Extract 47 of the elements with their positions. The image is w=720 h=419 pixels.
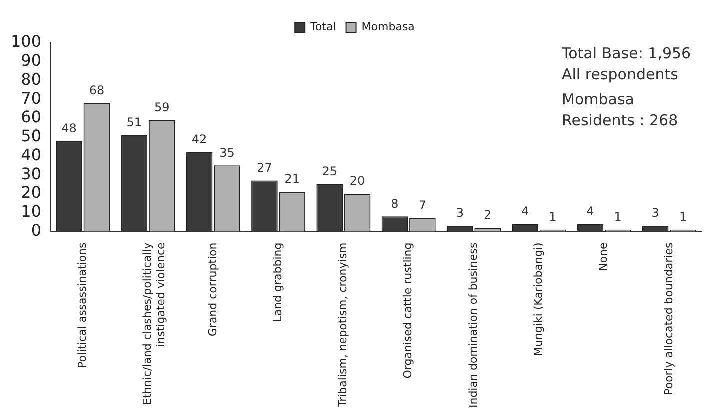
legend-label: Total	[310, 20, 336, 34]
y-tick-label: 10	[21, 202, 42, 222]
annotation: Total Base: 1,956	[561, 44, 692, 62]
data-label: 4	[586, 204, 594, 218]
data-label: 2	[484, 208, 492, 222]
y-tick-label: 80	[21, 70, 42, 89]
data-label: 1	[549, 210, 557, 224]
data-label: 27	[257, 160, 272, 175]
annotation: Mombasa	[562, 90, 634, 108]
data-label: 59	[154, 100, 170, 115]
y-tick-label: 50	[21, 126, 42, 146]
annotation: All respondents	[562, 65, 679, 84]
data-label: 4	[521, 204, 530, 218]
data-label: 1	[679, 210, 688, 224]
annotation: Residents : 268	[562, 111, 678, 130]
y-tick-label: 100	[10, 32, 42, 52]
data-label: 68	[89, 84, 105, 98]
data-label: 1	[614, 210, 622, 224]
data-label: 51	[126, 116, 142, 130]
data-label: 7	[418, 198, 427, 213]
y-tick-label: 90	[21, 51, 42, 70]
y-tick-label: 40	[21, 145, 42, 164]
x-tick-label: Mungiki (Kariobangi)	[532, 242, 545, 357]
x-tick-label: Grand corruption	[206, 242, 220, 337]
data-label: 25	[322, 164, 338, 179]
data-label: 8	[391, 196, 399, 211]
x-tick-label: Organised cattle rustling	[402, 242, 415, 379]
x-tick-label: Indian domination of business	[466, 242, 480, 408]
data-label: 35	[220, 146, 235, 160]
data-label: 48	[62, 121, 77, 136]
x-tick-label: Land grabbing	[271, 242, 284, 322]
legend-label: Mombasa	[362, 20, 415, 34]
x-tick-label: Political assassinations	[76, 242, 89, 369]
data-label: 3	[456, 206, 464, 220]
x-tick-label: None	[597, 242, 610, 272]
y-tick-label: 20	[21, 183, 42, 202]
y-tick-label: 70	[21, 88, 42, 108]
data-label: 20	[350, 174, 366, 188]
x-tick-label: Ethnic/land clashes/politically instigated violence	[141, 242, 168, 406]
x-tick-label: Tribalism, nepotism, cronyism	[336, 242, 350, 408]
data-label: 42	[192, 132, 208, 147]
data-label: 21	[284, 172, 300, 186]
data-label: 3	[652, 206, 660, 220]
y-tick-label: 0	[31, 220, 42, 240]
y-tick-label: 30	[21, 164, 42, 184]
x-tick-label: Poorly allocated boundaries	[662, 242, 676, 396]
y-tick-label: 60	[21, 108, 42, 127]
